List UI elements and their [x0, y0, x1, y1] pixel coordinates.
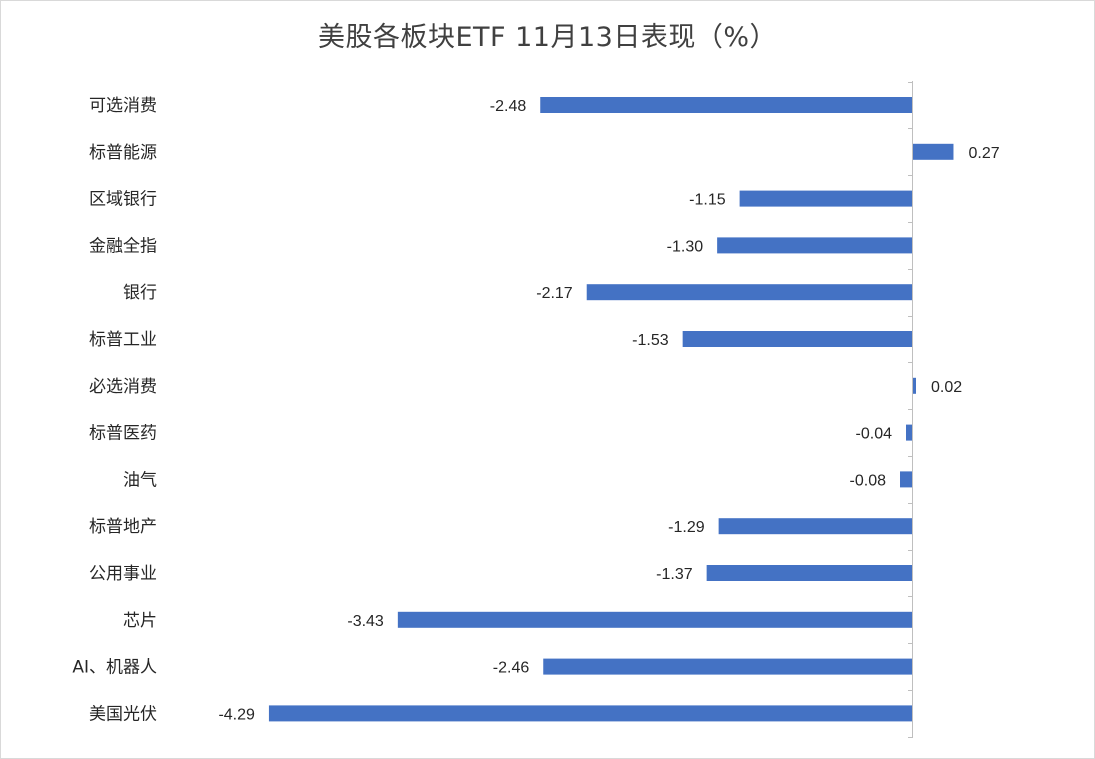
data-label: -4.29 — [218, 706, 255, 723]
bar — [913, 143, 954, 160]
chart-title: 美股各板块ETF 11月13日表现（%） — [317, 22, 778, 53]
data-label: -2.46 — [493, 660, 530, 677]
category-label: 区域银行 — [89, 190, 157, 210]
bar — [543, 658, 912, 675]
bar — [739, 190, 912, 207]
data-label: -2.48 — [490, 98, 527, 115]
data-label: -1.53 — [632, 332, 669, 349]
bar — [706, 565, 912, 581]
bar — [397, 611, 912, 628]
bar — [718, 518, 912, 535]
data-label: -1.37 — [656, 566, 693, 583]
bar — [906, 424, 912, 441]
category-label: 标普地产 — [89, 517, 157, 537]
category-label: 公用事业 — [89, 564, 157, 584]
bar — [682, 331, 912, 347]
data-label: -1.30 — [667, 238, 704, 255]
bar — [913, 377, 916, 394]
category-label: 标普医药 — [89, 424, 157, 444]
bar — [586, 284, 912, 301]
category-label: 油气 — [123, 470, 157, 490]
category-label: 必选消费 — [89, 377, 157, 397]
category-label: 芯片 — [123, 611, 157, 631]
category-label: 标普能源 — [89, 143, 157, 163]
bar — [268, 705, 913, 722]
data-label: -1.15 — [689, 192, 726, 209]
category-label: AI、机器人 — [72, 658, 157, 678]
category-label: 银行 — [123, 283, 157, 303]
data-label: -2.17 — [536, 285, 573, 302]
category-label: 标普工业 — [89, 330, 157, 350]
bar — [540, 97, 912, 113]
bar — [900, 471, 912, 488]
data-label: -0.08 — [850, 472, 887, 489]
bar — [717, 237, 912, 254]
data-label: -1.29 — [668, 519, 705, 536]
data-label: -3.43 — [347, 613, 384, 630]
category-label: 可选消费 — [89, 96, 157, 116]
category-label: 美国光伏 — [89, 704, 157, 724]
data-label: 0.02 — [931, 379, 962, 396]
data-label: 0.27 — [968, 145, 999, 162]
data-label: -0.04 — [856, 426, 893, 443]
category-label: 金融全指 — [89, 236, 157, 256]
